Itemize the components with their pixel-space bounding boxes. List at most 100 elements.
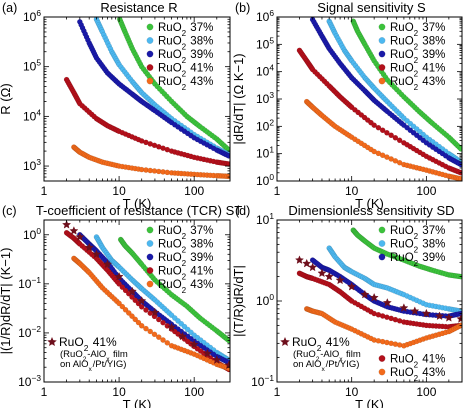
data-point-star: [347, 282, 357, 291]
series-5: [303, 306, 462, 349]
series-2: [93, 17, 230, 158]
data-point: [122, 287, 129, 294]
data-point-star: [360, 289, 370, 299]
data-point-star: [382, 298, 392, 307]
data-point: [151, 331, 158, 338]
data-point-star: [399, 303, 409, 312]
data-point-star: [202, 348, 212, 358]
series-1: [117, 236, 230, 344]
panel-b: 1 10 100 100 101 102 103 104 105 106 (b) Signal sen…: [231, 0, 463, 211]
legend-marker: [378, 253, 386, 261]
y-axis-label: |(1/R)dR/dT| (K−1): [0, 248, 13, 355]
data-point: [396, 137, 403, 144]
y-tick-label: 104: [256, 63, 274, 79]
x-axis-label: T (K): [123, 397, 152, 408]
legend-marker: [378, 368, 386, 376]
y-tick-label: 102: [256, 117, 274, 133]
y-tick-label: 101: [256, 145, 274, 161]
x-tick-label: 10: [345, 184, 359, 198]
legend-label: RuO2 38%: [158, 36, 213, 52]
legend-label: RuO2 38%: [390, 239, 445, 255]
x-axis-label: T (K): [123, 196, 152, 211]
legend-label: RuO2 41%: [390, 63, 445, 79]
series-group: [62, 220, 230, 373]
data-point: [122, 307, 129, 313]
data-point: [371, 122, 377, 128]
x-tick-label: 10: [112, 184, 126, 198]
chart-title: Resistance R: [100, 0, 177, 15]
annotation-note: on AlOx /Pt/YIG): [60, 359, 126, 373]
legend-marker: [146, 226, 154, 234]
data-point: [143, 325, 149, 332]
y-axis-label: |(T/R)dR/dT|: [231, 265, 246, 337]
series-6: [62, 220, 230, 370]
series-5: [71, 255, 230, 372]
data-point-star: [317, 268, 327, 278]
chart-title: Dimensionless sensitivity SD: [288, 203, 454, 218]
data-point-star: [302, 258, 312, 268]
data-point: [129, 294, 135, 300]
legend-label: RuO2 41%: [158, 266, 213, 282]
legend-marker: [378, 226, 386, 234]
series-2: [326, 245, 462, 314]
data-point: [116, 300, 122, 307]
y-tick-label: 10−1: [251, 373, 274, 389]
data-point: [116, 281, 122, 287]
series-4: [63, 76, 230, 167]
x-tick-label: 10: [345, 385, 359, 399]
y-tick-label: 105: [23, 58, 41, 74]
data-point: [132, 316, 138, 323]
data-point: [375, 124, 382, 131]
y-tick-label: 10−2: [18, 324, 41, 340]
y-tick-label: 103: [23, 157, 41, 173]
annotation-label: RuO2 41%: [59, 335, 117, 353]
legend-marker: [378, 37, 386, 44]
y-tick-label: 100: [23, 226, 41, 242]
plot-frame: [43, 219, 231, 383]
data-point-star: [410, 306, 420, 315]
data-point-star: [335, 275, 345, 285]
y-tick-label: 100: [256, 172, 274, 188]
legend-marker: [378, 240, 386, 247]
y-tick-label: 10−1: [18, 275, 41, 291]
data-point: [160, 337, 166, 343]
panel-d: 1 10 100 10−1 100 101 (d) Dimensionless sensiti…: [231, 203, 463, 408]
legend-label: RuO2 39%: [390, 49, 445, 65]
data-point: [458, 146, 462, 152]
data-point-star: [91, 249, 101, 259]
legend: RuO2 37%RuO2 38%RuO2 39%RuO2 41%RuO2 43%: [378, 22, 445, 92]
data-point-star: [212, 355, 222, 364]
y-tick-label: 103: [256, 90, 274, 106]
legend-marker: [146, 253, 154, 261]
legend-label: RuO2 39%: [158, 252, 213, 268]
series-2: [93, 234, 230, 363]
legend-marker: [378, 355, 386, 362]
chart-title: Signal sensitivity S: [317, 0, 426, 15]
x-tick-label: 10: [112, 385, 126, 399]
legend-label: RuO2 41%: [390, 354, 445, 370]
x-tick-label: 1: [41, 184, 48, 198]
y-tick-label: 101: [256, 211, 274, 227]
data-point-star: [150, 307, 160, 317]
series-group: [296, 17, 462, 181]
series-5: [303, 98, 462, 181]
x-tick-label: 100: [416, 385, 436, 399]
legend-label: RuO2 37%: [390, 22, 445, 38]
data-point-star: [435, 311, 445, 320]
series-4: [296, 47, 462, 176]
data-point: [135, 319, 142, 326]
panel-label: (d): [235, 204, 250, 218]
legend: RuO2 37%RuO2 38%RuO2 39%RuO2 41%RuO2 43%: [378, 225, 445, 383]
data-point-star: [178, 331, 188, 341]
x-tick-label: 1: [274, 385, 281, 399]
data-point-star: [114, 271, 124, 281]
legend-label: RuO2 39%: [390, 252, 445, 268]
data-point-star: [369, 292, 379, 302]
data-point-star: [137, 296, 147, 305]
data-point: [392, 135, 399, 141]
legend-marker: [146, 77, 154, 85]
data-point-star: [444, 313, 454, 322]
annotation-label: RuO2 41%: [292, 335, 350, 353]
x-tick-label: 100: [184, 184, 204, 198]
